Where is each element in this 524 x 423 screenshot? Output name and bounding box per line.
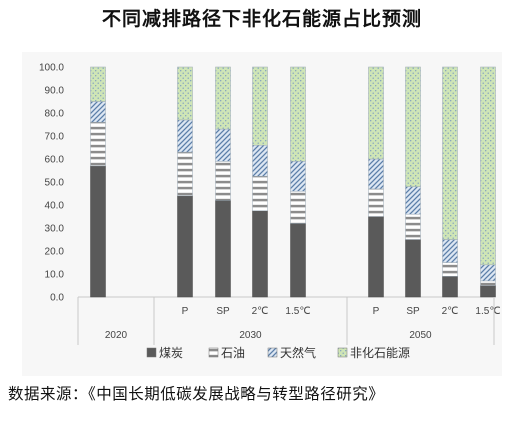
x-scenario-label: 1.5℃ [475, 306, 500, 317]
bar-segment-coal [90, 165, 106, 298]
bar-segment-nonfossil [177, 66, 193, 121]
legend-swatch-oil [208, 347, 219, 358]
bar-segment-gas [405, 186, 421, 215]
y-tick-label: 50.0 [45, 178, 65, 189]
bar-segment-nonfossil [442, 66, 458, 240]
bar-segment-oil [442, 262, 458, 277]
bar-segment-nonfossil [480, 66, 496, 266]
bar-segment-coal [290, 223, 306, 298]
bar-segment-gas [368, 158, 384, 190]
x-scenario-label: P [182, 306, 189, 317]
bar-segment-gas [215, 128, 231, 162]
bar-segment-nonfossil [290, 66, 306, 162]
bar-segment-oil [480, 280, 496, 286]
stacked-bar-chart: 0.0 10.0 20.0 30.0 40.0 50.0 60.0 70.0 80.0 90.0 1… [39, 63, 501, 361]
chart-title: 不同减排路径下非化石能源占比预测 [101, 8, 422, 30]
bar-segment-nonfossil [252, 66, 268, 146]
bar-segment-nonfossil [90, 66, 106, 102]
legend-label-gas: 天然气 [280, 345, 316, 360]
x-scenario-label: SP [216, 306, 230, 317]
bar-segment-nonfossil [368, 66, 384, 160]
y-tick-label: 10.0 [45, 270, 65, 281]
y-tick-label: 80.0 [45, 109, 65, 120]
bar-segment-coal [252, 210, 268, 298]
data-source: 数据来源：《中国长期低碳发展战略与转型路径研究》 [8, 385, 385, 403]
legend-label-coal: 煤炭 [159, 346, 183, 360]
bar-segment-gas [290, 161, 306, 192]
bar-segment-nonfossil [215, 66, 231, 130]
y-tick-label: 100.0 [39, 63, 64, 74]
bar-segment-gas [90, 101, 106, 123]
bar-segment-oil [177, 151, 193, 197]
bar-segment-oil [90, 121, 106, 167]
bar-segment-oil [290, 190, 306, 224]
legend-swatch-coal [146, 347, 157, 358]
bar-segment-gas [252, 144, 268, 177]
chart-area: 0.0 10.0 20.0 30.0 40.0 50.0 60.0 70.0 80.0 90.0 1… [22, 52, 502, 376]
y-tick-label: 0.0 [50, 293, 64, 304]
y-tick-label: 30.0 [45, 224, 65, 235]
x-scenario-label: SP [406, 306, 420, 317]
bar-segment-coal [405, 239, 421, 298]
bar-segment-coal [215, 200, 231, 298]
x-scenario-label: P [373, 306, 380, 317]
bar-segment-nonfossil [405, 66, 421, 187]
x-group-label: 2020 [105, 330, 128, 341]
bar-segment-coal [480, 285, 496, 298]
y-tick-label: 40.0 [45, 201, 65, 212]
legend-swatch-nonfossil [337, 347, 348, 358]
bar-segment-gas [480, 264, 496, 282]
y-tick-label: 20.0 [45, 247, 65, 258]
y-tick-label: 70.0 [45, 132, 65, 143]
legend-label-oil: 石油 [221, 346, 245, 360]
x-scenario-label: 2℃ [442, 306, 459, 317]
legend-label-nonfossil: 非化石能源 [350, 346, 410, 360]
bar-segment-oil [368, 188, 384, 217]
bar-segment-oil [252, 176, 268, 211]
bar-segment-coal [442, 276, 458, 298]
y-tick-label: 90.0 [45, 86, 65, 97]
x-group-label: 2050 [409, 330, 432, 341]
y-tick-label: 60.0 [45, 155, 65, 166]
x-scenario-label: 2℃ [252, 306, 269, 317]
bar-segment-gas [442, 239, 458, 263]
legend-swatch-gas [267, 347, 278, 358]
x-scenario-label: 1.5℃ [285, 306, 310, 317]
bar-segment-coal [368, 216, 384, 298]
bar-segment-coal [177, 195, 193, 298]
x-group-label: 2030 [239, 330, 262, 341]
bar-segment-oil [215, 161, 231, 201]
bar-segment-oil [405, 213, 421, 240]
bar-segment-gas [177, 119, 193, 153]
